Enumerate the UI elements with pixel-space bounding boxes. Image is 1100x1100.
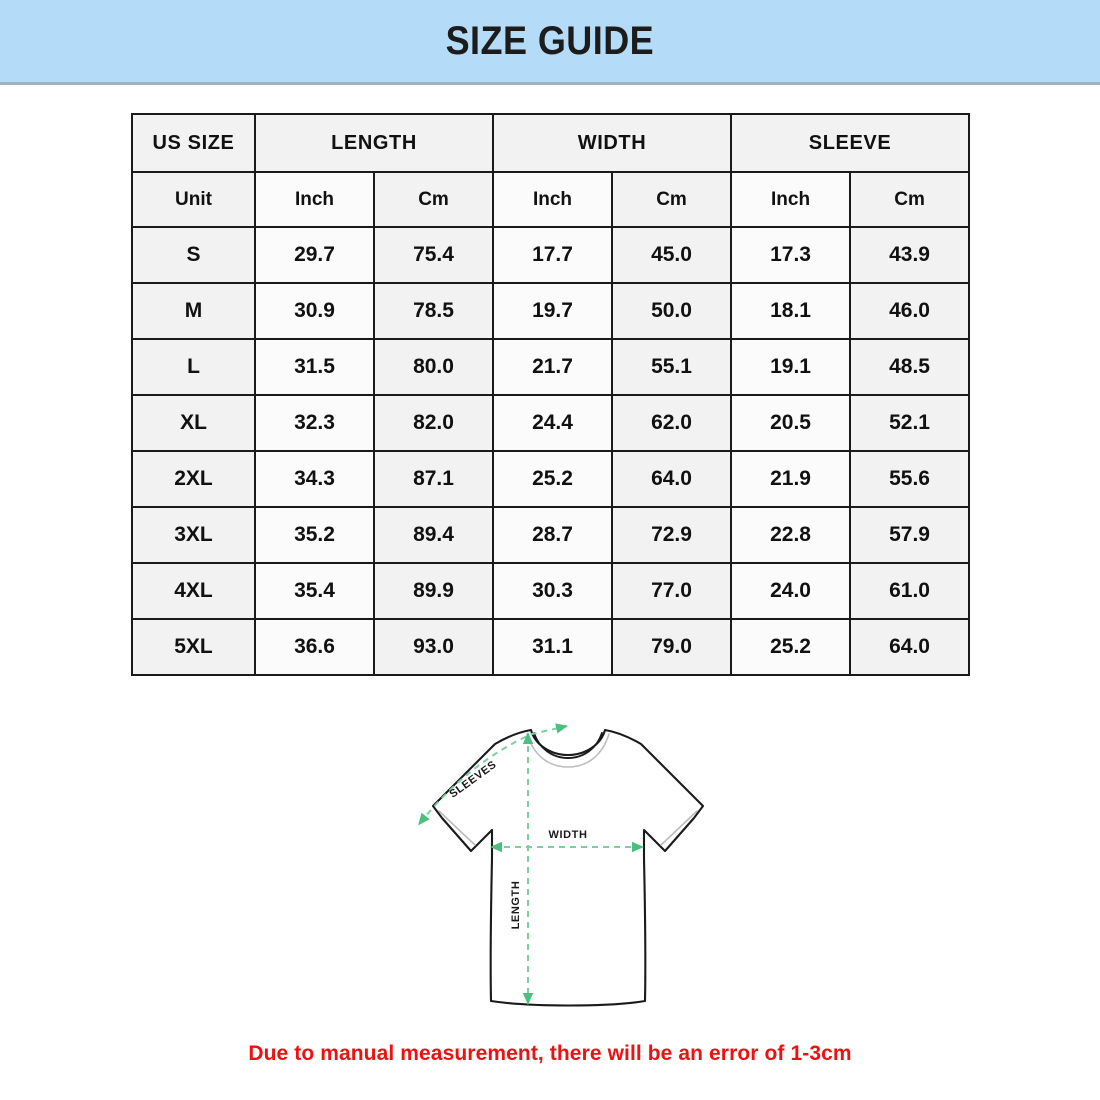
unit-header-length-cm: Cm — [372, 171, 495, 228]
cell-sleeve-inch: 19.1 — [730, 338, 852, 396]
cell-length-cm: 93.0 — [372, 618, 495, 676]
cell-width-cm: 45.0 — [611, 226, 733, 284]
cell-width-cm: 64.0 — [611, 450, 733, 508]
table-group-header-row: US SIZE LENGTH WIDTH SLEEVE — [131, 113, 971, 173]
cell-sleeve-inch: 22.8 — [730, 506, 852, 564]
cell-sleeve-cm: 57.9 — [849, 506, 971, 564]
cell-sleeve-inch: 20.5 — [730, 394, 852, 452]
cell-width-cm: 79.0 — [611, 618, 733, 676]
cell-sleeve-inch: 25.2 — [730, 618, 852, 676]
cell-width-inch: 24.4 — [492, 394, 614, 452]
size-table-body: S 29.7 75.4 17.7 45.0 17.3 43.9 M 30.9 7… — [131, 226, 971, 676]
cell-length-inch: 32.3 — [254, 394, 375, 452]
cell-length-inch: 29.7 — [254, 226, 375, 284]
table-unit-header-row: Unit Inch Cm Inch Cm Inch Cm — [131, 171, 971, 228]
cell-sleeve-cm: 43.9 — [849, 226, 971, 284]
table-row: 5XL 36.6 93.0 31.1 79.0 25.2 64.0 — [131, 618, 971, 676]
cell-width-cm: 62.0 — [611, 394, 733, 452]
cell-width-cm: 50.0 — [611, 282, 733, 340]
cell-length-inch: 30.9 — [254, 282, 375, 340]
table-row: 4XL 35.4 89.9 30.3 77.0 24.0 61.0 — [131, 562, 971, 620]
size-table: US SIZE LENGTH WIDTH SLEEVE Unit Inch Cm… — [131, 113, 971, 676]
cell-length-cm: 82.0 — [372, 394, 495, 452]
cell-size: 5XL — [131, 618, 256, 676]
cell-length-cm: 89.9 — [372, 562, 495, 620]
cell-length-inch: 35.2 — [254, 506, 375, 564]
cell-width-inch: 17.7 — [492, 226, 614, 284]
width-label-text: WIDTH — [548, 829, 587, 841]
cell-length-cm: 78.5 — [372, 282, 495, 340]
cell-sleeve-inch: 17.3 — [730, 226, 852, 284]
cell-length-cm: 80.0 — [372, 338, 495, 396]
cell-width-inch: 21.7 — [492, 338, 614, 396]
unit-header-sleeve-inch: Inch — [730, 171, 852, 228]
table-row: L 31.5 80.0 21.7 55.1 19.1 48.5 — [131, 338, 971, 396]
unit-header-length-inch: Inch — [254, 171, 375, 228]
group-header-us-size: US SIZE — [131, 113, 256, 173]
cell-sleeve-cm: 52.1 — [849, 394, 971, 452]
cell-width-cm: 77.0 — [611, 562, 733, 620]
cell-length-inch: 35.4 — [254, 562, 375, 620]
measurement-disclaimer: Due to manual measurement, there will be… — [248, 1042, 852, 1065]
unit-header-width-inch: Inch — [492, 171, 614, 228]
cell-length-cm: 75.4 — [372, 226, 495, 284]
cell-length-inch: 34.3 — [254, 450, 375, 508]
unit-header-unit: Unit — [131, 171, 256, 228]
unit-header-sleeve-cm: Cm — [849, 171, 971, 228]
length-label-text: LENGTH — [510, 881, 522, 930]
table-row: M 30.9 78.5 19.7 50.0 18.1 46.0 — [131, 282, 971, 340]
page-title: SIZE GUIDE — [445, 18, 655, 63]
tshirt-diagram-svg: SLEEVES WIDTH LENGTH — [418, 723, 705, 1007]
cell-sleeve-inch: 18.1 — [730, 282, 852, 340]
cell-width-inch: 30.3 — [492, 562, 614, 620]
cell-sleeve-cm: 46.0 — [849, 282, 971, 340]
cell-width-inch: 28.7 — [492, 506, 614, 564]
cell-size: 4XL — [131, 562, 256, 620]
group-header-sleeve: SLEEVE — [730, 113, 971, 173]
cell-length-cm: 87.1 — [372, 450, 495, 508]
cell-width-inch: 25.2 — [492, 450, 614, 508]
cell-sleeve-cm: 55.6 — [849, 450, 971, 508]
table-row: S 29.7 75.4 17.7 45.0 17.3 43.9 — [131, 226, 971, 284]
cell-size: M — [131, 282, 256, 340]
table-row: 3XL 35.2 89.4 28.7 72.9 22.8 57.9 — [131, 506, 971, 564]
group-header-width: WIDTH — [492, 113, 733, 173]
page-header-banner: SIZE GUIDE — [0, 0, 1100, 85]
cell-size: 3XL — [131, 506, 256, 564]
cell-length-inch: 36.6 — [254, 618, 375, 676]
tshirt-diagram: SLEEVES WIDTH LENGTH — [395, 690, 740, 1025]
cell-sleeve-cm: 48.5 — [849, 338, 971, 396]
size-table-container: US SIZE LENGTH WIDTH SLEEVE Unit Inch Cm… — [131, 113, 971, 676]
cell-sleeve-cm: 61.0 — [849, 562, 971, 620]
cell-length-cm: 89.4 — [372, 506, 495, 564]
cell-size: L — [131, 338, 256, 396]
table-row: XL 32.3 82.0 24.4 62.0 20.5 52.1 — [131, 394, 971, 452]
cell-width-inch: 31.1 — [492, 618, 614, 676]
cell-width-inch: 19.7 — [492, 282, 614, 340]
cell-size: S — [131, 226, 256, 284]
cell-size: 2XL — [131, 450, 256, 508]
cell-sleeve-inch: 24.0 — [730, 562, 852, 620]
cell-width-cm: 55.1 — [611, 338, 733, 396]
unit-header-width-cm: Cm — [611, 171, 733, 228]
cell-sleeve-inch: 21.9 — [730, 450, 852, 508]
group-header-length: LENGTH — [253, 113, 495, 173]
cell-width-cm: 72.9 — [611, 506, 733, 564]
cell-length-inch: 31.5 — [254, 338, 375, 396]
cell-size: XL — [131, 394, 256, 452]
cell-sleeve-cm: 64.0 — [849, 618, 971, 676]
table-row: 2XL 34.3 87.1 25.2 64.0 21.9 55.6 — [131, 450, 971, 508]
